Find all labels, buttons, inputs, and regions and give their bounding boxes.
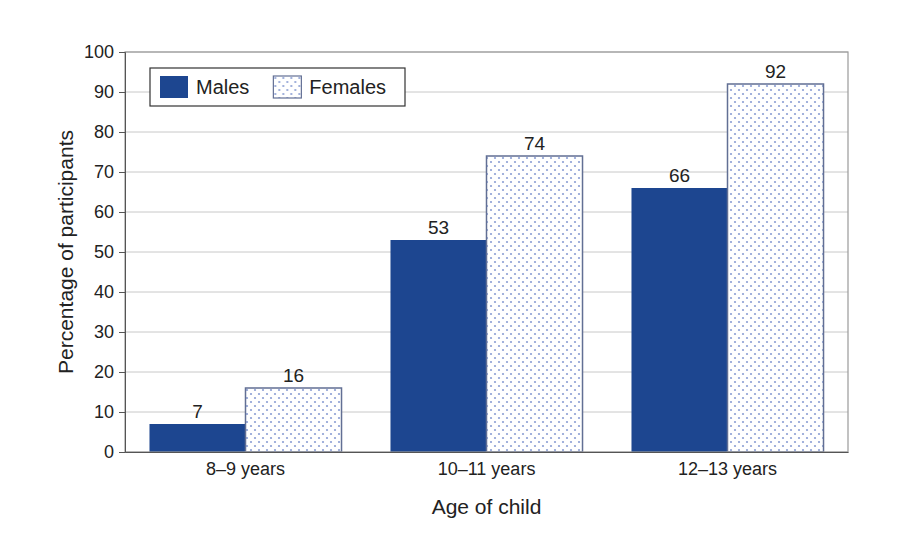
data-label: 74 <box>524 133 546 154</box>
x-axis: 8–9 years 10–11 years 12–13 years <box>126 452 849 479</box>
tick-label: 10–11 years <box>438 459 536 479</box>
tick-label: 90 <box>94 82 114 102</box>
tick: 50 <box>94 242 125 262</box>
plot: 0 10 20 30 40 50 60 70 80 90 100 8–9 years 10–11 yea… <box>84 42 849 479</box>
tick-mark <box>119 292 125 293</box>
tick-mark <box>119 52 125 53</box>
bar <box>487 156 583 452</box>
legend-box <box>150 68 405 106</box>
tick-mark <box>119 332 125 333</box>
tick-label: 100 <box>84 42 114 62</box>
tick: 20 <box>94 362 125 382</box>
grid <box>125 52 848 452</box>
legend-item: Males <box>160 76 249 98</box>
bar <box>246 388 342 452</box>
axis-line <box>119 53 126 453</box>
tick-label: 80 <box>94 122 114 142</box>
tick-mark <box>119 252 125 253</box>
data-label: 16 <box>283 365 304 386</box>
tick: 0 <box>104 442 125 462</box>
tick-label: 40 <box>94 282 114 302</box>
tick: 40 <box>94 282 125 302</box>
bar <box>631 188 727 452</box>
x-axis-title: Age of child <box>432 495 542 518</box>
tick-label: 20 <box>94 362 114 382</box>
tick: 70 <box>94 162 125 182</box>
legend-item: Females <box>273 76 386 98</box>
y-axis: 0 10 20 30 40 50 60 70 80 90 100 <box>84 42 126 462</box>
chart: 0 10 20 30 40 50 60 70 80 90 100 8–9 years 10–11 yea… <box>0 0 900 559</box>
tick-label: 30 <box>94 322 114 342</box>
legend-label: Males <box>196 76 249 98</box>
bar <box>149 424 245 452</box>
tick-mark <box>119 412 125 413</box>
data-labels: 7 53 66 16 74 92 <box>192 61 786 422</box>
bar <box>390 240 486 452</box>
tick-mark <box>119 172 125 173</box>
legend: Males Females <box>150 68 405 106</box>
tick-label: 60 <box>94 202 114 222</box>
tick: 60 <box>94 202 125 222</box>
tick-mark <box>119 132 125 133</box>
axis-line <box>126 452 849 453</box>
tick-label: 0 <box>104 442 114 462</box>
tick: 12–13 years <box>678 452 777 479</box>
legend-label: Females <box>309 76 386 98</box>
plot-frame <box>125 52 848 452</box>
data-label: 92 <box>765 61 786 82</box>
bars <box>149 84 823 452</box>
tick-mark <box>119 372 125 373</box>
tick: 80 <box>94 122 125 142</box>
tick-label: 70 <box>94 162 114 182</box>
y-axis-title: Percentage of participants <box>54 130 77 374</box>
tick-label: 10 <box>94 402 114 422</box>
data-label: 53 <box>428 217 449 238</box>
tick-label: 8–9 years <box>206 459 285 479</box>
tick-label: 12–13 years <box>678 459 777 479</box>
data-label: 66 <box>669 165 690 186</box>
legend-swatch <box>273 76 301 98</box>
tick: 10 <box>94 402 125 422</box>
data-label: 7 <box>192 401 203 422</box>
tick: 10–11 years <box>438 452 536 479</box>
tick-mark <box>119 212 125 213</box>
tick: 100 <box>84 42 125 62</box>
tick: 90 <box>94 82 125 102</box>
tick: 8–9 years <box>206 452 285 479</box>
tick-label: 50 <box>94 242 114 262</box>
tick: 30 <box>94 322 125 342</box>
legend-swatch <box>160 76 188 98</box>
tick-mark <box>119 452 125 453</box>
bar <box>728 84 824 452</box>
tick-mark <box>119 92 125 93</box>
